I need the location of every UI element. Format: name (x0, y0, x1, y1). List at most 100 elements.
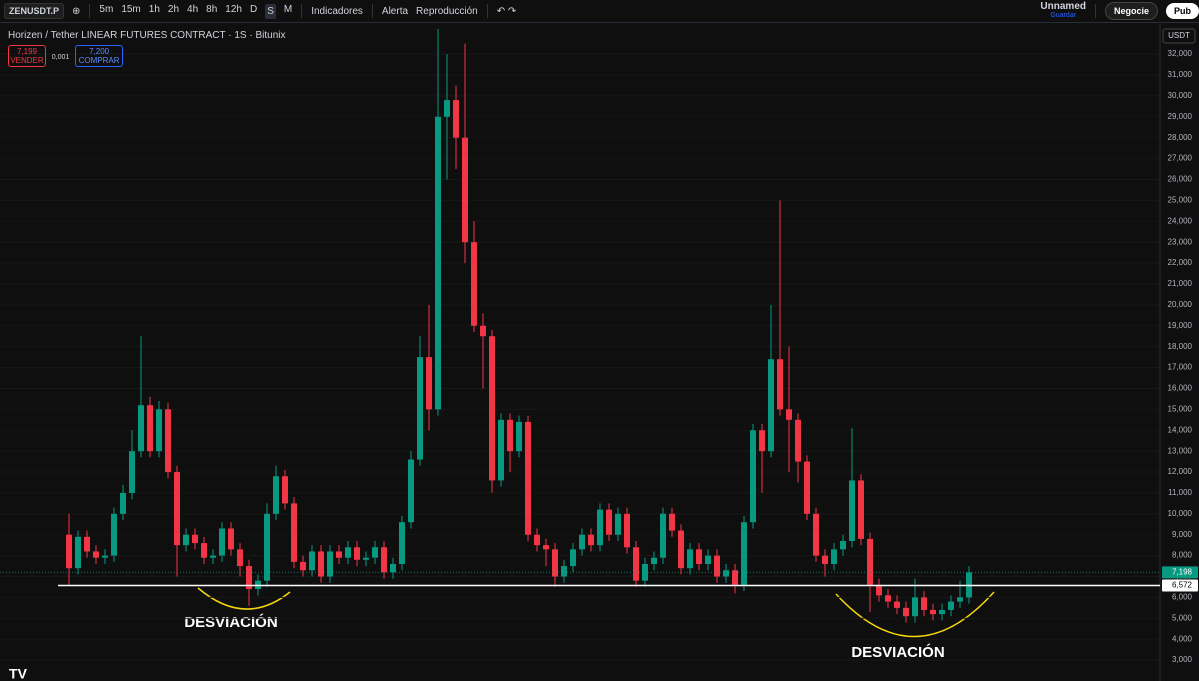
y-tick-label: 22,000 (1168, 258, 1193, 267)
y-tick-label: 4,000 (1172, 634, 1193, 643)
candle-body (507, 419, 513, 452)
icon[interactable]: ⊕ (72, 5, 81, 17)
annotation: DESVIACIÓN (851, 643, 944, 661)
candle-body (480, 325, 486, 337)
candle-body (129, 451, 135, 493)
intervals: 5m 15m 1h 2h 4h 8h 12h D S M (95, 3, 296, 19)
interval[interactable]: D (249, 3, 258, 15)
candle-body (687, 549, 693, 569)
y-tick-label: 29,000 (1168, 112, 1193, 121)
candle-body (174, 472, 180, 546)
separator (486, 4, 488, 18)
price-tag-label: 6,572 (1172, 581, 1193, 590)
candle-body (903, 607, 909, 617)
candle-body (561, 566, 567, 577)
y-tick-label: 20,000 (1168, 300, 1193, 309)
candle-body (318, 551, 324, 577)
buy-button[interactable]: 7,200 COMPRAR (75, 45, 124, 67)
candle-body (102, 555, 108, 558)
candle-body (633, 547, 639, 581)
candle-body (201, 543, 207, 558)
candle-body (228, 528, 234, 550)
layout-name: Unnamed (1040, 1, 1086, 12)
arc (835, 591, 995, 638)
buy-price: 7,200 (89, 47, 110, 56)
interval[interactable]: 5m (99, 3, 114, 15)
interval[interactable]: 12h (225, 3, 242, 15)
candle-body (372, 547, 378, 558)
symbol[interactable]: ZENUSDT.P (4, 3, 65, 19)
legend-title: Horizen / Tether LINEAR FUTURES CONTRACT… (8, 30, 286, 41)
candle-body (669, 513, 675, 531)
interval[interactable]: 8h (206, 3, 218, 15)
candle-body (651, 557, 657, 564)
candle-body (795, 419, 801, 462)
candle-body (498, 419, 504, 481)
candle-body (273, 476, 279, 514)
separator (89, 4, 91, 18)
alert[interactable]: Alerta (381, 5, 409, 17)
trade-button[interactable]: Negocie (1104, 2, 1158, 20)
candle-body (75, 536, 81, 569)
candle-body (156, 409, 162, 452)
y-tick-label: 25,000 (1168, 196, 1193, 205)
candle-body (489, 336, 495, 481)
currency-box[interactable] (1162, 28, 1196, 44)
y-tick-label: 18,000 (1168, 342, 1193, 351)
candle-body (417, 357, 423, 460)
indicators[interactable]: Indicadores (311, 5, 363, 17)
candle-body (471, 242, 477, 326)
interval[interactable]: S (265, 3, 276, 19)
y-tick-label: 6,000 (1172, 593, 1193, 602)
candle-body (192, 534, 198, 544)
candle-body (957, 597, 963, 602)
layout[interactable]: Unnamed Guardar (1040, 2, 1086, 20)
candle-body (570, 549, 576, 567)
sell-button[interactable]: 7,199 VENDER (8, 45, 46, 67)
y-tick-label: 21,000 (1168, 279, 1193, 288)
replay[interactable]: Reproducción (416, 5, 478, 17)
y-tick-label: 27,000 (1168, 154, 1193, 163)
candle-body (264, 513, 270, 581)
candle-body (786, 409, 792, 420)
candle-body (516, 421, 522, 452)
toolbar: ZENUSDT.P ⊕ 5m 15m 1h 2h 4h 8h 12h D S M Indicado… (0, 0, 1199, 23)
publish-button[interactable]: Pub (1166, 3, 1199, 19)
candle-body (435, 116, 441, 410)
candle-body (120, 492, 126, 514)
y-tick-label: 5,000 (1172, 613, 1193, 622)
candle-body (867, 538, 873, 585)
candle-body (732, 570, 738, 585)
y-tick-label: 23,000 (1168, 237, 1193, 246)
candle-body (588, 534, 594, 546)
y-tick-label: 28,000 (1168, 133, 1193, 142)
separator (301, 4, 303, 18)
candle-body (750, 430, 756, 523)
candle-body (660, 513, 666, 558)
candle-body (543, 545, 549, 550)
interval[interactable]: M (283, 3, 293, 15)
y-tick-label: 14,000 (1168, 425, 1193, 434)
undo[interactable]: ↶ ↷ (496, 5, 517, 17)
candle-body (93, 551, 99, 558)
interval[interactable]: 4h (187, 3, 199, 15)
save[interactable]: Guardar (1050, 12, 1077, 19)
candle-body (84, 536, 90, 552)
candle-body (165, 409, 171, 473)
y-tick-label: 8,000 (1172, 551, 1193, 560)
candle-body (840, 540, 846, 550)
y-tick-label: 3,000 (1172, 655, 1193, 664)
candle-body (894, 601, 900, 608)
candle-body (948, 601, 954, 610)
interval[interactable]: 1h (148, 3, 160, 15)
price-tag (1162, 579, 1198, 592)
candle-body (309, 551, 315, 571)
interval[interactable]: 15m (121, 3, 141, 15)
candle-body (930, 609, 936, 615)
y-tick-label: 24,000 (1168, 216, 1193, 225)
interval[interactable]: 2h (167, 3, 180, 15)
candle-body (858, 480, 864, 539)
candle-body (246, 566, 252, 590)
y-tick-label: 16,000 (1168, 384, 1193, 393)
candle-body (813, 513, 819, 556)
